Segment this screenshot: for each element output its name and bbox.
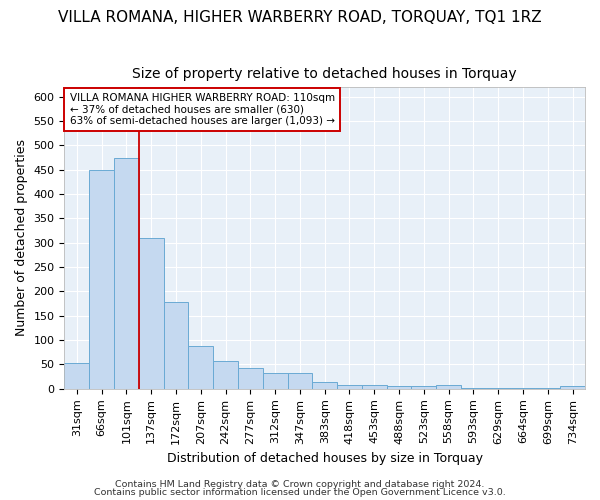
Y-axis label: Number of detached properties: Number of detached properties bbox=[15, 140, 28, 336]
Bar bbox=[386, 386, 412, 389]
Bar bbox=[164, 302, 188, 389]
Text: Contains HM Land Registry data © Crown copyright and database right 2024.: Contains HM Land Registry data © Crown c… bbox=[115, 480, 485, 489]
Bar bbox=[560, 386, 585, 389]
Bar bbox=[139, 238, 164, 389]
Bar bbox=[114, 158, 139, 389]
Bar bbox=[89, 170, 114, 389]
Bar bbox=[412, 386, 436, 389]
Bar bbox=[213, 361, 238, 389]
Bar bbox=[313, 382, 337, 389]
Text: VILLA ROMANA, HIGHER WARBERRY ROAD, TORQUAY, TQ1 1RZ: VILLA ROMANA, HIGHER WARBERRY ROAD, TORQ… bbox=[58, 10, 542, 25]
Bar bbox=[436, 385, 461, 389]
Bar bbox=[263, 373, 287, 389]
Bar bbox=[337, 385, 362, 389]
Bar bbox=[362, 385, 386, 389]
Title: Size of property relative to detached houses in Torquay: Size of property relative to detached ho… bbox=[133, 68, 517, 82]
Bar bbox=[287, 373, 313, 389]
Text: Contains public sector information licensed under the Open Government Licence v3: Contains public sector information licen… bbox=[94, 488, 506, 497]
Bar bbox=[238, 368, 263, 389]
Bar bbox=[188, 346, 213, 389]
X-axis label: Distribution of detached houses by size in Torquay: Distribution of detached houses by size … bbox=[167, 452, 483, 465]
Bar bbox=[64, 364, 89, 389]
Text: VILLA ROMANA HIGHER WARBERRY ROAD: 110sqm
← 37% of detached houses are smaller (: VILLA ROMANA HIGHER WARBERRY ROAD: 110sq… bbox=[70, 93, 335, 126]
